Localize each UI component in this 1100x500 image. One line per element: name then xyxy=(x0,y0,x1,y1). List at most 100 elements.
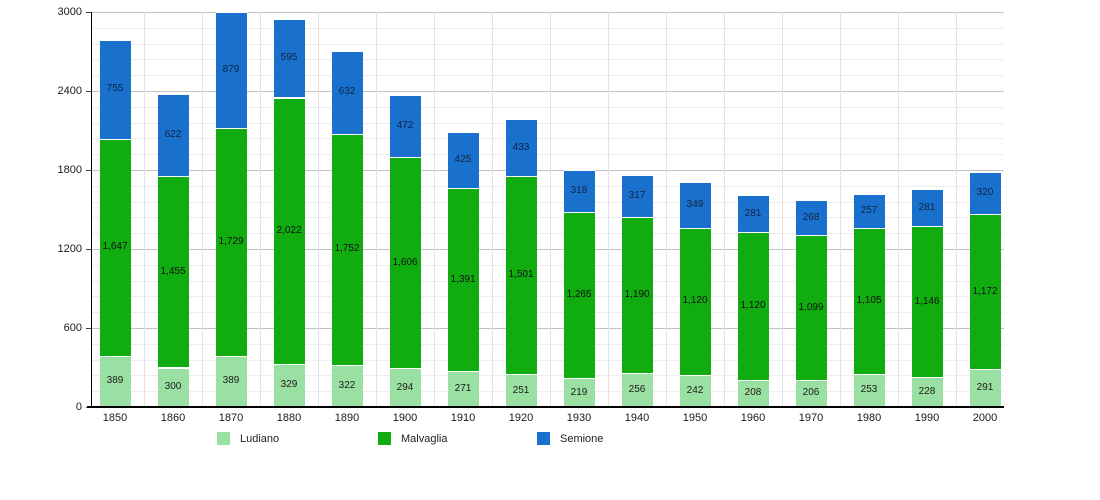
gridline-horizontal xyxy=(92,375,1004,377)
gridline-horizontal xyxy=(92,343,1004,345)
gridline-horizontal xyxy=(92,312,1004,314)
bar-segment-malvaglia xyxy=(737,232,769,380)
x-axis-tick-label: 1850 xyxy=(102,412,128,424)
bar-value-label: 256 xyxy=(628,384,646,396)
x-axis-tick-label: 2000 xyxy=(972,412,998,424)
y-axis-line xyxy=(91,12,92,407)
bar-segment-ludiano xyxy=(737,379,769,407)
bar-value-label: 253 xyxy=(860,384,878,396)
x-axis-tick-label: 1860 xyxy=(160,412,186,424)
bar-segment-semione xyxy=(505,119,537,177)
legend-swatch-ludiano xyxy=(217,432,230,446)
bar-value-label: 425 xyxy=(454,154,472,166)
bar-segment-semione xyxy=(621,174,653,217)
bar-value-label: 251 xyxy=(512,384,530,396)
bar-value-label: 329 xyxy=(280,379,298,391)
x-axis-tick-label: 1990 xyxy=(914,412,940,424)
bar-value-label: 879 xyxy=(222,64,240,76)
bar-segment-malvaglia xyxy=(795,235,827,380)
gridline-horizontal xyxy=(92,249,1004,250)
y-axis-tick-label: 1200 xyxy=(57,242,82,255)
bar-segment-semione xyxy=(99,39,131,139)
bar-segment-malvaglia xyxy=(389,156,421,369)
legend-label: Semione xyxy=(560,432,604,445)
gridline-horizontal xyxy=(92,217,1004,219)
bar-segment-semione xyxy=(795,199,827,236)
x-axis-tick-label: 1920 xyxy=(508,412,534,424)
gridline-vertical xyxy=(144,12,145,407)
bar-value-label: 389 xyxy=(106,375,124,387)
bar-segment-malvaglia xyxy=(157,175,189,368)
legend-item-malvaglia: Malvaglia xyxy=(378,430,448,446)
gridline-horizontal xyxy=(92,201,1004,203)
legend-swatch-semione xyxy=(537,432,550,446)
bar-value-label: 595 xyxy=(280,52,298,64)
bar-value-label: 219 xyxy=(570,386,588,398)
bar-value-label: 1,729 xyxy=(218,236,244,247)
bar-segment-malvaglia xyxy=(853,228,885,374)
gridline-horizontal xyxy=(92,185,1004,187)
bar-value-label: 1,391 xyxy=(450,273,476,285)
y-axis-tick xyxy=(86,328,91,329)
legend-label: Malvaglia xyxy=(401,432,448,445)
gridline-horizontal xyxy=(92,43,1004,45)
gridline-vertical xyxy=(608,12,609,407)
gridline-horizontal xyxy=(92,280,1004,282)
bar-segment-ludiano xyxy=(447,371,479,407)
bar-value-label: 1,120 xyxy=(682,295,708,307)
bar-value-label: 1,606 xyxy=(392,256,418,268)
bar-value-label: 632 xyxy=(338,86,356,98)
bar-segment-semione xyxy=(969,172,1001,215)
gridline-horizontal xyxy=(92,170,1004,171)
bar-value-label: 228 xyxy=(918,386,936,397)
bar-segment-malvaglia xyxy=(505,176,537,374)
gridline-vertical xyxy=(376,12,377,407)
bar-segment-malvaglia xyxy=(447,188,479,372)
gridline-horizontal xyxy=(92,233,1004,235)
bar-segment-semione xyxy=(447,132,479,189)
x-axis-tick-label: 1890 xyxy=(334,412,360,424)
gridline-vertical xyxy=(434,12,435,407)
bar-value-label: 1,172 xyxy=(972,285,998,297)
gridline-horizontal xyxy=(92,106,1004,108)
bar-segment-semione xyxy=(215,12,247,129)
x-axis-tick-label: 1940 xyxy=(624,412,650,424)
gridline-vertical xyxy=(202,12,203,407)
bar-segment-semione xyxy=(273,19,305,98)
bar-segment-ludiano xyxy=(679,375,711,407)
y-axis-tick-label: 2400 xyxy=(57,84,82,97)
legend-swatch-malvaglia xyxy=(378,432,391,446)
gridline-vertical xyxy=(898,12,899,407)
bar-value-label: 317 xyxy=(628,189,646,201)
bar-value-label: 320 xyxy=(976,187,994,199)
x-axis-tick-label: 1930 xyxy=(566,412,592,424)
gridline-horizontal xyxy=(92,391,1004,393)
gridline-vertical xyxy=(318,12,319,407)
gridline-horizontal xyxy=(92,59,1004,61)
gridline-vertical xyxy=(840,12,841,407)
gridline-horizontal xyxy=(92,296,1004,298)
gridline-vertical xyxy=(550,12,551,407)
y-axis-tick-label: 1800 xyxy=(57,163,82,176)
x-axis-line xyxy=(87,406,1004,408)
x-axis-tick-label: 1910 xyxy=(450,412,476,424)
y-axis-tick-label: 3000 xyxy=(57,5,82,18)
bar-segment-ludiano xyxy=(911,377,943,407)
bar-segment-semione xyxy=(389,94,421,157)
x-axis-tick-label: 1870 xyxy=(218,412,244,424)
bar-segment-ludiano xyxy=(157,367,189,407)
bar-value-label: 1,501 xyxy=(508,269,534,281)
x-axis-tick-label: 1880 xyxy=(276,412,302,424)
gridline-horizontal xyxy=(92,122,1004,124)
bar-value-label: 242 xyxy=(686,385,704,397)
bar-value-label: 206 xyxy=(802,387,820,399)
bar-segment-malvaglia xyxy=(215,128,247,356)
bar-value-label: 1,146 xyxy=(914,295,940,307)
gridline-vertical xyxy=(260,12,261,407)
gridline-vertical xyxy=(666,12,667,407)
bar-segment-semione xyxy=(563,169,595,212)
bar-segment-malvaglia xyxy=(99,138,131,356)
y-axis-tick-label: 600 xyxy=(63,321,82,334)
bar-value-label: 1,105 xyxy=(856,294,882,306)
